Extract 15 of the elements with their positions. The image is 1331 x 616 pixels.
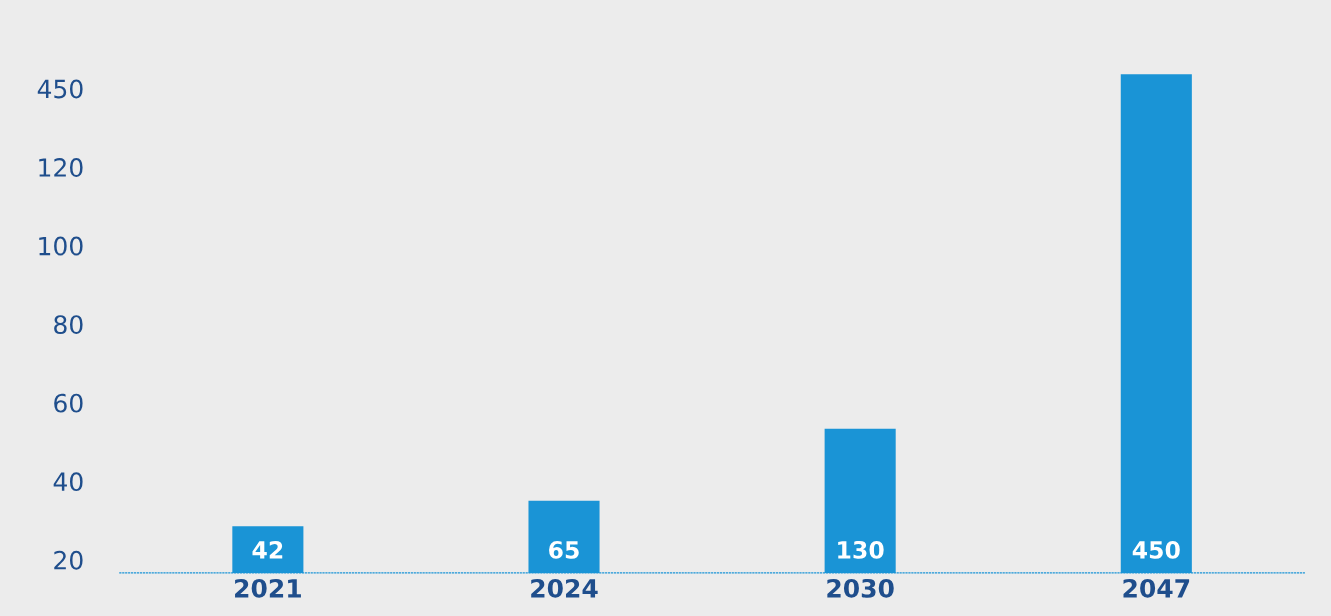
x-tick-label: 2024 [531, 578, 598, 598]
data-label: 42 [252, 540, 283, 559]
text: 100 [39, 236, 83, 256]
text: 120 [39, 158, 83, 177]
x-tick-label: 2047 [1123, 578, 1190, 598]
text: 80 [54, 315, 83, 335]
data-label: 65 [549, 540, 579, 559]
data-label: 450 [1132, 540, 1180, 559]
x-tick-label: 2030 [827, 578, 894, 598]
text: 60 [54, 393, 83, 413]
data-label: 130 [838, 540, 884, 559]
x-tick-label: 2021 [235, 578, 301, 598]
text: 20 [54, 550, 83, 570]
text: 40 [53, 472, 83, 492]
text: 450 [37, 79, 83, 99]
